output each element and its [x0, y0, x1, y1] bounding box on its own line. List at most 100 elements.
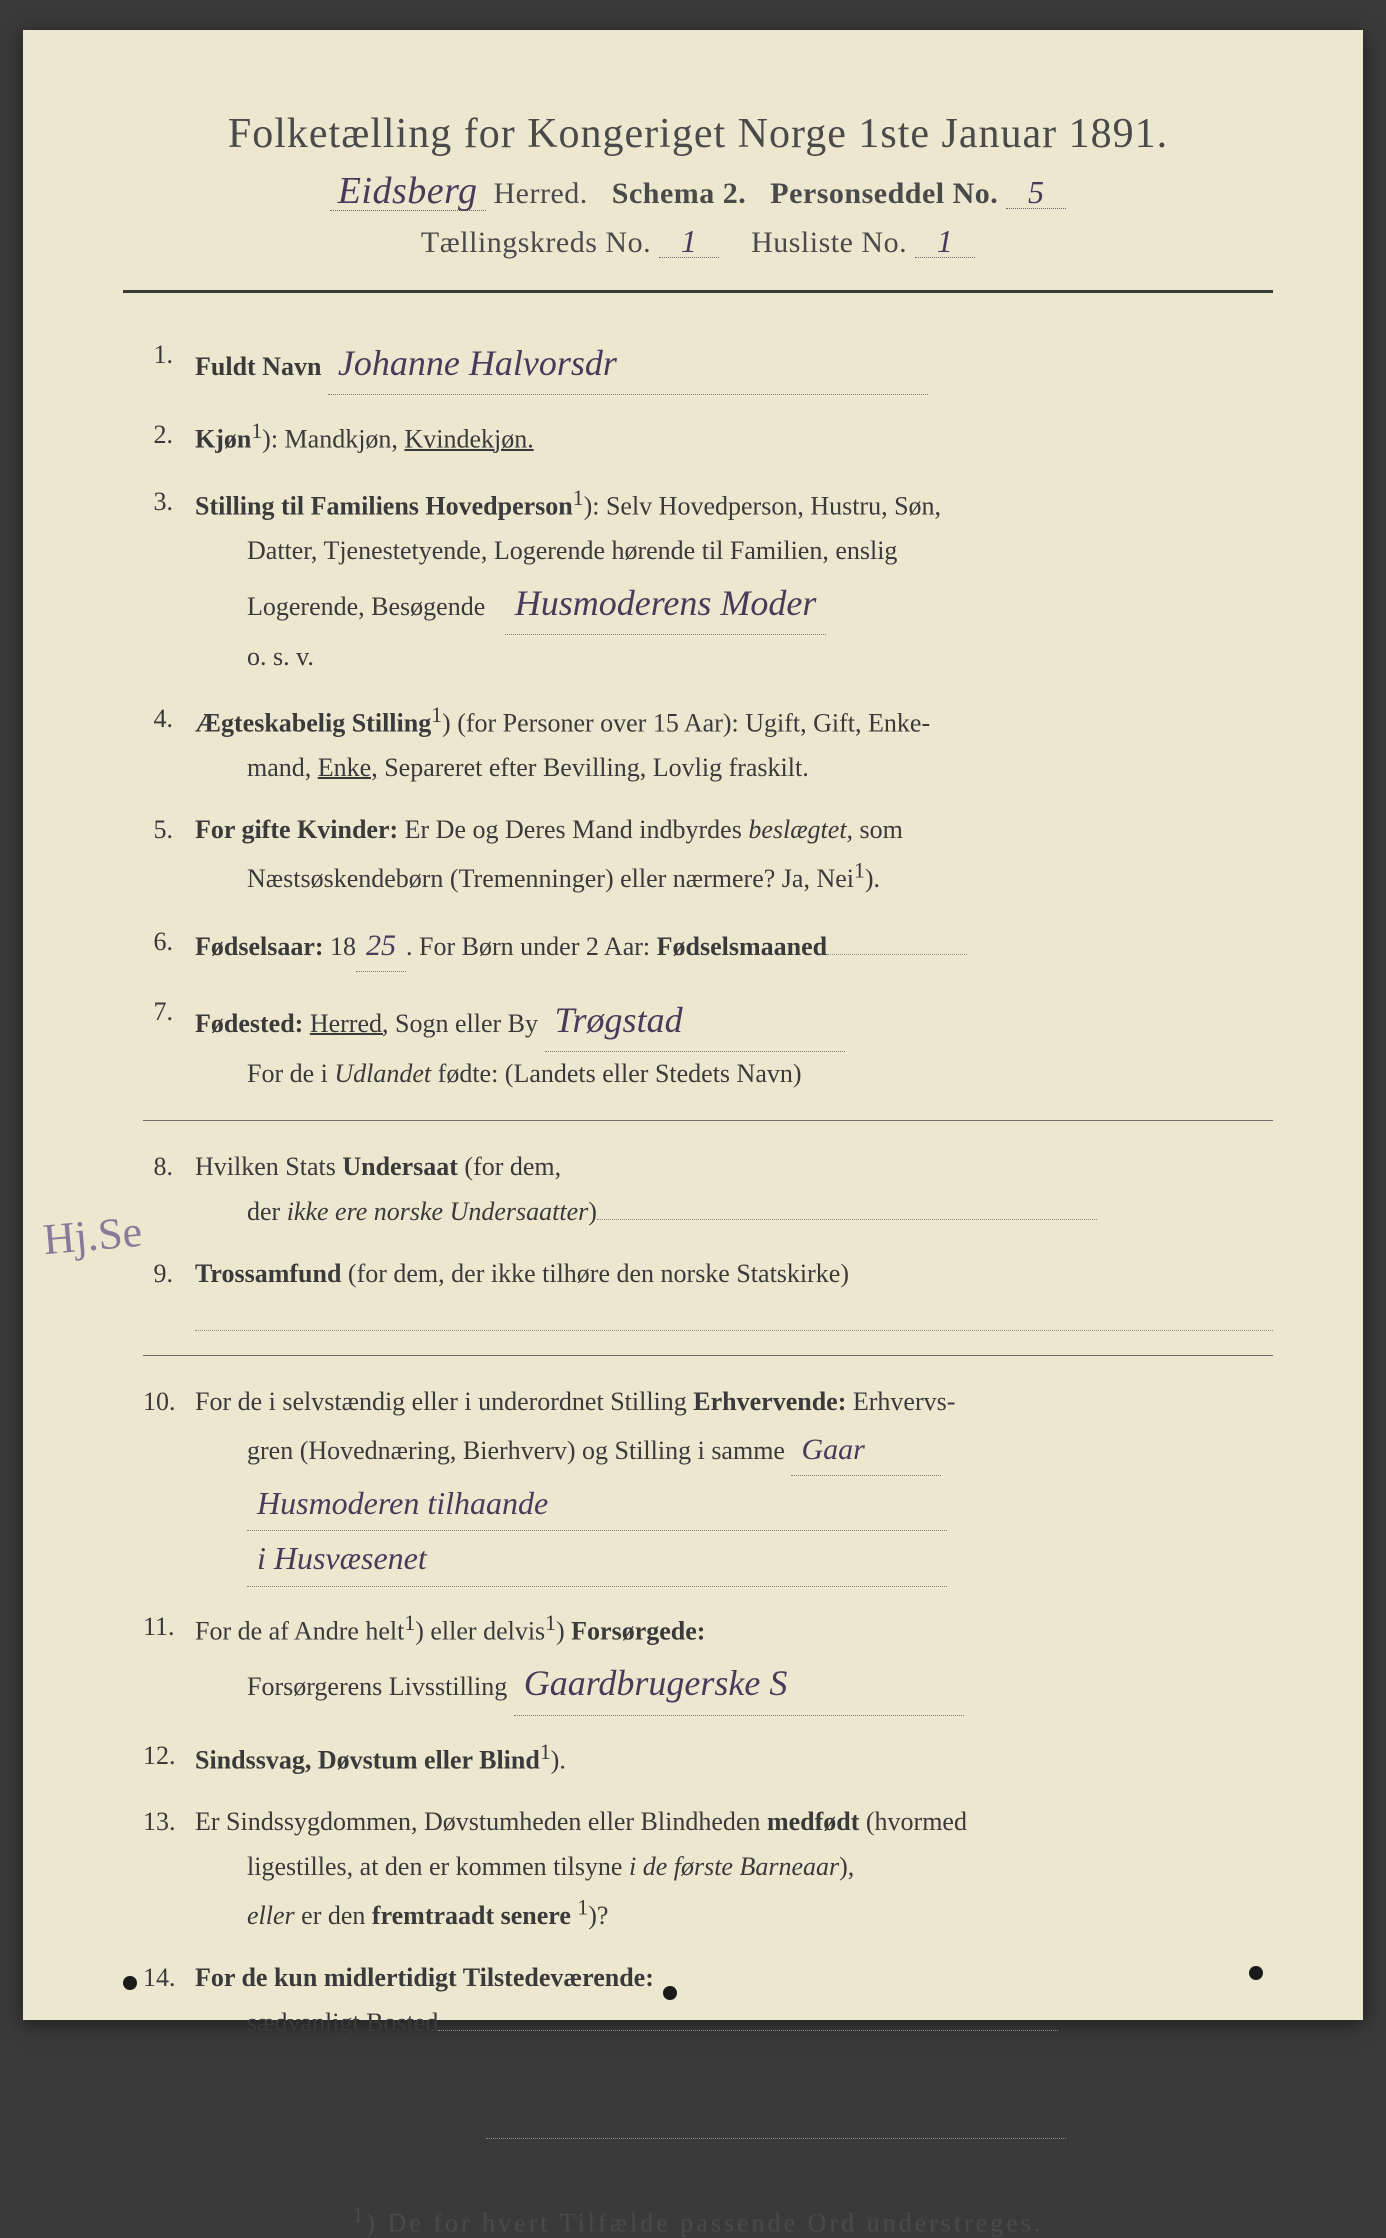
- field-text-italic: beslægtet,: [748, 815, 853, 844]
- item-number: 8.: [143, 1145, 195, 1235]
- field-text: ).: [551, 1745, 566, 1774]
- field-text-italic: Udlandet: [334, 1059, 431, 1088]
- personseddel-no-handwritten: 5: [1006, 176, 1066, 209]
- item-number: 10.: [143, 1380, 195, 1587]
- item-12: 12. Sindssvag, Døvstum eller Blind1).: [143, 1734, 1273, 1783]
- field-text: Erhvervs-: [846, 1387, 955, 1416]
- field-label: For de kun midlertidigt Tilstedeværende:: [195, 1963, 654, 1992]
- field-text: ),: [839, 1852, 854, 1881]
- item-number: 9.: [143, 1252, 195, 1330]
- taellingskreds-no-handwritten: 1: [659, 225, 719, 258]
- ink-mark: [123, 1976, 137, 1990]
- ink-mark: [1249, 1966, 1263, 1980]
- underlined-value: Enke,: [318, 753, 378, 782]
- field-text: Forsørgerens Livsstilling: [247, 1672, 507, 1701]
- field-label: Stilling til Familiens Hovedperson: [195, 492, 573, 521]
- blank-field: [486, 2107, 1066, 2138]
- header: Folketælling for Kongeriget Norge 1ste J…: [123, 110, 1273, 260]
- item-13: 13. Er Sindssygdommen, Døvstumheden elle…: [143, 1800, 1273, 1937]
- field-label: medfødt: [767, 1807, 859, 1836]
- item-number: 14.: [143, 1956, 195, 2046]
- field-text: er den: [295, 1901, 372, 1930]
- field-text: som: [853, 815, 903, 844]
- item-9: 9. Trossamfund (for dem, der ikke tilhør…: [143, 1252, 1273, 1330]
- section-rule: [143, 1355, 1273, 1356]
- occupation-handwritten-2: Husmoderen tilhaande: [247, 1476, 947, 1531]
- schema-label: Schema 2.: [612, 177, 747, 210]
- item-15: 15. For de midlertidigt Fraværende: anta…: [143, 2063, 1273, 2153]
- section-rule: [143, 1120, 1273, 1121]
- husliste-no-handwritten: 1: [915, 225, 975, 258]
- item-10: 10. For de i selvstændig eller i underor…: [143, 1380, 1273, 1587]
- field-text: (for dem, der ikke tilhøre den norske St…: [341, 1259, 849, 1288]
- footnote-ref: 1: [404, 1611, 415, 1635]
- field-label: Sindssvag, Døvstum eller Blind: [195, 1745, 540, 1774]
- field-text: Hvilken Stats: [195, 1152, 342, 1181]
- field-text: Er Sindssygdommen, Døvstumheden eller Bl…: [195, 1807, 767, 1836]
- husliste-label: Husliste No.: [751, 226, 907, 259]
- herred-label: Herred.: [494, 177, 588, 210]
- item-number: 1.: [143, 333, 195, 395]
- field-text: Sogn eller By: [389, 1009, 539, 1038]
- item-number: 7.: [143, 990, 195, 1096]
- item-11: 11. For de af Andre helt1) eller delvis1…: [143, 1605, 1273, 1716]
- item-number: 11.: [143, 1605, 195, 1716]
- item-number: 6.: [143, 920, 195, 972]
- field-label: Forsørgede:: [571, 1616, 705, 1645]
- personseddel-label: Personseddel No.: [770, 177, 998, 210]
- item-number: 5.: [143, 808, 195, 901]
- footnote-ref: 1: [540, 1740, 551, 1764]
- field-text: (for dem,: [458, 1152, 561, 1181]
- field-text: For de i: [247, 1059, 334, 1088]
- underlined-value: Herred,: [310, 1009, 389, 1038]
- footnote: 1) De for hvert Tilfælde passende Ord un…: [123, 2203, 1273, 2238]
- footnote-ref: 1: [577, 1895, 588, 1919]
- field-text: ligestilles, at den er kommen tilsyne: [247, 1852, 629, 1881]
- herred-handwritten: Eidsberg: [330, 172, 486, 211]
- blank-line: [195, 1303, 1273, 1331]
- footnote-marker: 1: [353, 2203, 367, 2227]
- field-text-italic: ikke ere norske Undersaatter: [287, 1197, 589, 1226]
- header-line-3: Tællingskreds No. 1 Husliste No. 1: [123, 225, 1273, 260]
- blank-field: [827, 923, 967, 954]
- underlined-value: Kvindekjøn.: [404, 425, 533, 454]
- field-label: Ægteskabelig Stilling: [195, 709, 431, 738]
- field-text: fødte: (Landets eller Stedets Navn): [431, 1059, 801, 1088]
- field-text: ): Selv Hovedperson, Hustru, Søn,: [584, 492, 941, 521]
- item-7: 7. Fødested: Herred, Sogn eller By Trøgs…: [143, 990, 1273, 1096]
- field-text-italic: i de første Barneaar: [629, 1852, 839, 1881]
- item-number: 4.: [143, 697, 195, 790]
- blank-field: [597, 1189, 1097, 1220]
- field-label: Fuldt Navn: [195, 352, 321, 381]
- field-text: . For Børn under 2 Aar:: [406, 932, 657, 961]
- field-text: ): Mandkjøn,: [262, 425, 404, 454]
- field-text: Logerende, Besøgende: [247, 592, 485, 621]
- field-text: der: [247, 1197, 287, 1226]
- footnote-ref: 1: [251, 419, 262, 443]
- footnote-ref: 1: [573, 486, 584, 510]
- item-2: 2. Kjøn1): Mandkjøn, Kvindekjøn.: [143, 413, 1273, 462]
- field-text: mand,: [247, 753, 318, 782]
- ink-mark: [663, 1986, 677, 2000]
- item-number: 12.: [143, 1734, 195, 1783]
- name-handwritten: Johanne Halvorsdr: [328, 333, 928, 395]
- field-text: Separeret efter Bevilling, Lovlig fraski…: [378, 753, 809, 782]
- field-text: ): [556, 1616, 571, 1645]
- item-number: 2.: [143, 413, 195, 462]
- field-label: For de midlertidigt Fraværende:: [195, 2070, 557, 2099]
- footnote-ref: 1: [431, 703, 442, 727]
- taellingskreds-label: Tællingskreds No.: [421, 226, 651, 259]
- item-number: 15.: [143, 2063, 195, 2153]
- field-text: Er De og Deres Mand indbyrdes: [398, 815, 748, 844]
- item-5: 5. For gifte Kvinder: Er De og Deres Man…: [143, 808, 1273, 901]
- field-label: Undersaat: [342, 1152, 458, 1181]
- footnote-ref: 1: [545, 1611, 556, 1635]
- field-text: antageligt Opholdssted: [247, 2116, 486, 2145]
- field-label: Erhvervende:: [693, 1387, 846, 1416]
- field-text: ) (for Personer over 15 Aar): Ugift, Gif…: [442, 709, 930, 738]
- footnote-ref: 1: [854, 859, 865, 883]
- field-text: ) eller delvis: [415, 1616, 545, 1645]
- blank-field: [438, 2000, 1058, 2031]
- field-text: For de i selvstændig eller i underordnet…: [195, 1387, 693, 1416]
- item-14: 14. For de kun midlertidigt Tilstedevære…: [143, 1956, 1273, 2046]
